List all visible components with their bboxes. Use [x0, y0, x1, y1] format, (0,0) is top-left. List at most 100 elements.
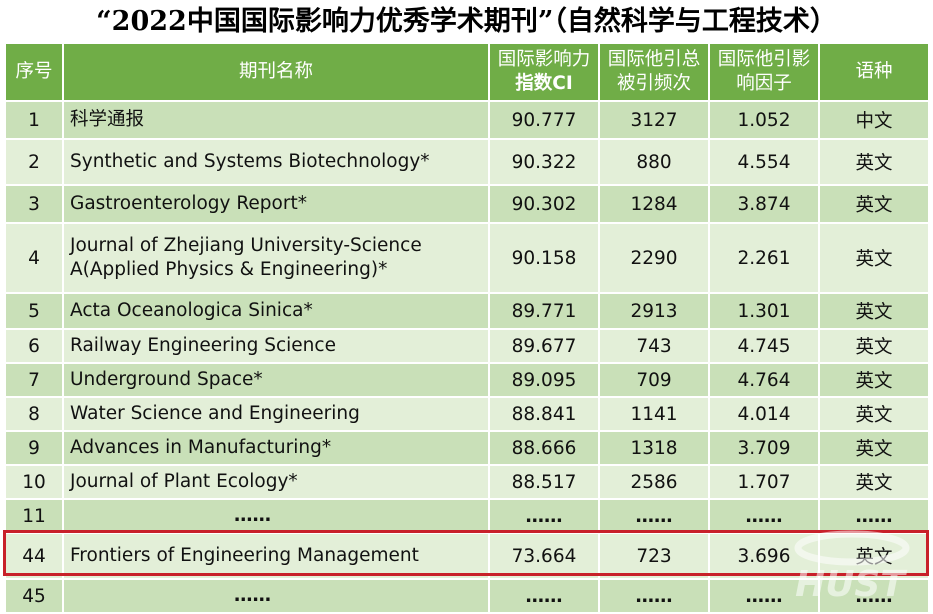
cell-seq: 6 [4, 328, 64, 364]
cell-cites: 1141 [598, 396, 710, 432]
cell-ci: 90.302 [488, 184, 600, 224]
cell-ci: 89.677 [488, 328, 600, 364]
cell-journal-name: Gastroenterology Report* [62, 184, 490, 224]
cell-cites: 2586 [598, 464, 710, 500]
cell-cites: 2290 [598, 222, 710, 294]
cell-seq: 3 [4, 184, 64, 224]
cell-ci: 88.841 [488, 396, 600, 432]
cell-ci: 90.322 [488, 138, 600, 186]
cell-impact: …… [708, 498, 820, 534]
page-title: “2022中国国际影响力优秀学术期刊”（自然科学与工程技术） [96, 6, 837, 37]
table-row: 5 Acta Oceanologica Sinica* 89.771 2913 … [4, 292, 930, 330]
journal-table: 序号 期刊名称 国际影响力 指数CI 国际他引总 被引频次 国际他引影 响因子 … [4, 42, 930, 614]
cell-seq: 44 [4, 532, 64, 580]
cell-lang: 英文 [818, 328, 930, 364]
cell-cites: 709 [598, 362, 710, 398]
cell-lang: 英文 [818, 464, 930, 500]
table-row: 9 Advances in Manufacturing* 88.666 1318… [4, 430, 930, 466]
table-row: 2 Synthetic and Systems Biotechnology* 9… [4, 138, 930, 186]
cell-journal-name: Advances in Manufacturing* [62, 430, 490, 466]
cell-seq: 10 [4, 464, 64, 500]
column-header-impact-line1: 国际他引影 [717, 49, 811, 70]
cell-lang: 英文 [818, 430, 930, 466]
cell-ci: 89.771 [488, 292, 600, 330]
cell-impact: 4.014 [708, 396, 820, 432]
column-header-lang: 语种 [818, 42, 930, 102]
cell-cites: 723 [598, 532, 710, 580]
cell-cites: 743 [598, 328, 710, 364]
cell-journal-name: Synthetic and Systems Biotechnology* [62, 138, 490, 186]
cell-lang: 英文 [818, 396, 930, 432]
column-header-ci: 国际影响力 指数CI [488, 42, 600, 102]
cell-impact: 2.261 [708, 222, 820, 294]
cell-cites: 1318 [598, 430, 710, 466]
cell-impact: 4.764 [708, 362, 820, 398]
cell-journal-name: …… [62, 498, 490, 534]
column-header-seq: 序号 [4, 42, 64, 102]
cell-lang: 英文 [818, 532, 930, 580]
cell-ci: 73.664 [488, 532, 600, 580]
cell-ci: 88.666 [488, 430, 600, 466]
cell-journal-name: Water Science and Engineering [62, 396, 490, 432]
table-row: 6 Railway Engineering Science 89.677 743… [4, 328, 930, 364]
cell-cites: 3127 [598, 100, 710, 140]
column-header-cites-line2: 被引频次 [616, 73, 691, 94]
cell-seq: 2 [4, 138, 64, 186]
table-row: 45 …… …… …… …… …… [4, 578, 930, 614]
cell-impact: 3.709 [708, 430, 820, 466]
cell-ci: …… [488, 578, 600, 614]
table-row: 3 Gastroenterology Report* 90.302 1284 3… [4, 184, 930, 224]
cell-ci: …… [488, 498, 600, 534]
cell-lang: …… [818, 578, 930, 614]
cell-impact: 1.707 [708, 464, 820, 500]
cell-impact: 3.696 [708, 532, 820, 580]
table-row: 8 Water Science and Engineering 88.841 1… [4, 396, 930, 432]
column-header-cites: 国际他引总 被引频次 [598, 42, 710, 102]
cell-cites: …… [598, 578, 710, 614]
column-header-impact: 国际他引影 响因子 [708, 42, 820, 102]
cell-journal-name: …… [62, 578, 490, 614]
cell-seq: 7 [4, 362, 64, 398]
cell-journal-name: Underground Space* [62, 362, 490, 398]
cell-lang: 英文 [818, 362, 930, 398]
cell-cites: 880 [598, 138, 710, 186]
cell-seq: 45 [4, 578, 64, 614]
cell-ci: 88.517 [488, 464, 600, 500]
cell-seq: 9 [4, 430, 64, 466]
table-row-highlighted: 44 Frontiers of Engineering Management 7… [4, 532, 930, 580]
column-header-impact-line2: 响因子 [736, 73, 792, 94]
cell-seq: 4 [4, 222, 64, 294]
cell-journal-name: 科学通报 [62, 100, 490, 140]
column-header-cites-line1: 国际他引总 [607, 49, 701, 70]
cell-lang: 英文 [818, 138, 930, 186]
column-header-ci-line2: 指数CI [515, 73, 573, 94]
cell-lang: 英文 [818, 292, 930, 330]
cell-journal-name: Frontiers of Engineering Management [62, 532, 490, 580]
cell-impact: 1.052 [708, 100, 820, 140]
table-header-row: 序号 期刊名称 国际影响力 指数CI 国际他引总 被引频次 国际他引影 响因子 … [4, 42, 930, 102]
table-row: 11 …… …… …… …… …… [4, 498, 930, 534]
table-row: 4 Journal of Zhejiang University-Science… [4, 222, 930, 294]
cell-seq: 11 [4, 498, 64, 534]
cell-ci: 90.777 [488, 100, 600, 140]
cell-lang: 英文 [818, 222, 930, 294]
cell-seq: 8 [4, 396, 64, 432]
table-row: 10 Journal of Plant Ecology* 88.517 2586… [4, 464, 930, 500]
cell-impact: 3.874 [708, 184, 820, 224]
cell-lang: …… [818, 498, 930, 534]
cell-journal-name: Journal of Plant Ecology* [62, 464, 490, 500]
cell-lang: 中文 [818, 100, 930, 140]
cell-seq: 5 [4, 292, 64, 330]
cell-cites: 1284 [598, 184, 710, 224]
cell-journal-name: Railway Engineering Science [62, 328, 490, 364]
cell-journal-name: Acta Oceanologica Sinica* [62, 292, 490, 330]
cell-ci: 90.158 [488, 222, 600, 294]
cell-impact: 4.745 [708, 328, 820, 364]
cell-cites: 2913 [598, 292, 710, 330]
cell-impact: …… [708, 578, 820, 614]
cell-impact: 1.301 [708, 292, 820, 330]
cell-ci: 89.095 [488, 362, 600, 398]
column-header-name: 期刊名称 [62, 42, 490, 102]
table-row: 7 Underground Space* 89.095 709 4.764 英文 [4, 362, 930, 398]
cell-cites: …… [598, 498, 710, 534]
